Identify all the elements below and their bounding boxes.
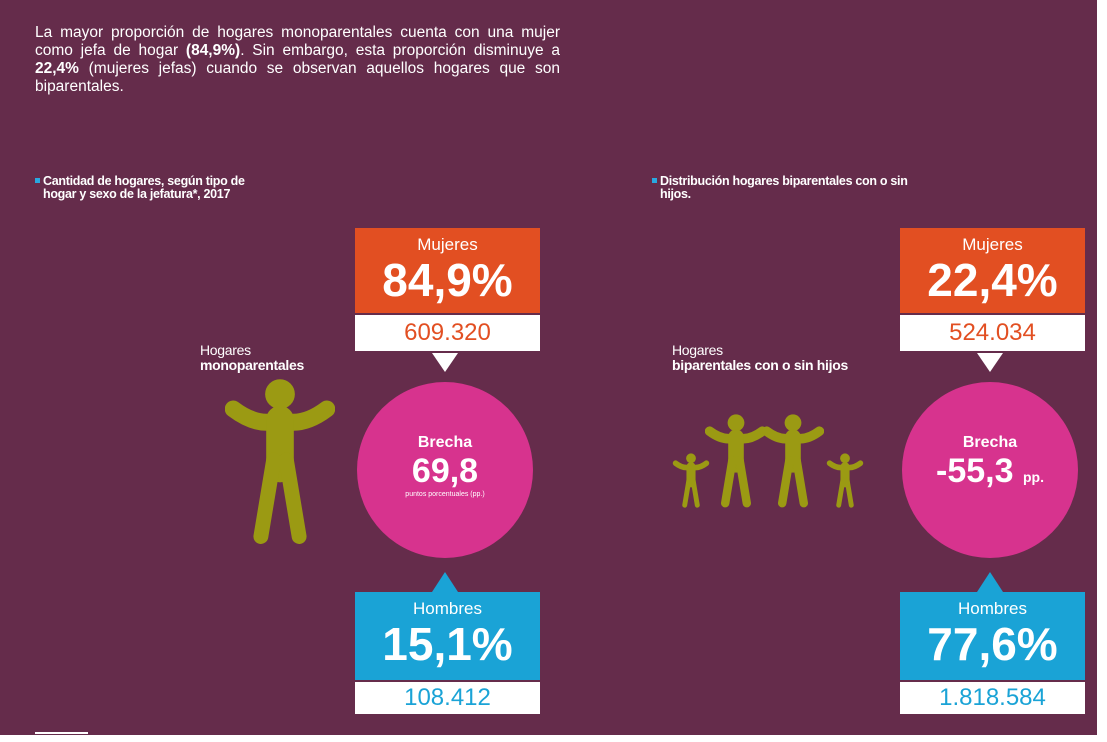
pointer (432, 353, 458, 372)
count: 1.818.584 (900, 682, 1085, 714)
men-box: Hombres 77,6% (900, 592, 1085, 680)
percent: 22,4% (927, 254, 1058, 306)
label: Hombres (958, 599, 1027, 618)
men-box: Hombres 15,1% (355, 592, 540, 680)
intro-text: La mayor proporción de hogares monoparen… (35, 24, 560, 96)
person-icon (233, 379, 327, 536)
caption: Distribución hogares biparentales con o … (652, 175, 920, 201)
person-icon (830, 453, 861, 505)
label: Hombres (413, 599, 482, 618)
count: 524.034 (900, 315, 1085, 351)
unit: pp. (1022, 469, 1044, 485)
value: -55,3 (936, 452, 1014, 490)
pointer (977, 572, 1003, 592)
text: biparentales con o sin hijos (672, 357, 848, 373)
percent: 77,6% (927, 618, 1058, 670)
household-label: Hogares biparentales con o sin hijos (672, 343, 848, 373)
highlight: 22,4% (35, 60, 79, 77)
text: Hogares (672, 342, 723, 358)
women-box: Mujeres 84,9% (355, 228, 540, 313)
caption: Cantidad de hogares, según tipo de hogar… (35, 175, 263, 201)
person-icon (676, 453, 707, 505)
label: Mujeres (417, 235, 478, 254)
value: 69,8 (411, 452, 479, 490)
value-line: -55,3 pp. (902, 452, 1078, 496)
label: Brecha (962, 434, 1018, 451)
count: 609.320 (355, 315, 540, 351)
text: Hogares (200, 342, 251, 358)
text: monoparentales (200, 357, 304, 373)
highlight: (84,9%) (185, 42, 241, 59)
label: Mujeres (962, 235, 1023, 254)
gap-circle: Brecha 69,8 puntos porcentuales (pp.) (357, 382, 533, 558)
text: La mayor proporción de hogares monoparen… (35, 24, 560, 59)
text: (mujeres jefas) cuando se observan aquel… (35, 60, 560, 95)
pointer (977, 353, 1003, 372)
count: 108.412 (355, 682, 540, 714)
household-label: Hogares monoparentales (200, 343, 304, 373)
percent: 84,9% (382, 254, 513, 306)
percent: 15,1% (382, 618, 513, 670)
person-icon (710, 414, 763, 503)
label: Brecha (417, 434, 473, 451)
women-box: Mujeres 22,4% (900, 228, 1085, 313)
gap-circle: Brecha -55,3 pp. (902, 382, 1078, 558)
unit: puntos porcentuales (pp.) (405, 491, 485, 498)
pointer (432, 572, 458, 592)
person-icon (767, 414, 820, 503)
text: . Sin embargo, esta proporción disminuye… (240, 42, 560, 59)
